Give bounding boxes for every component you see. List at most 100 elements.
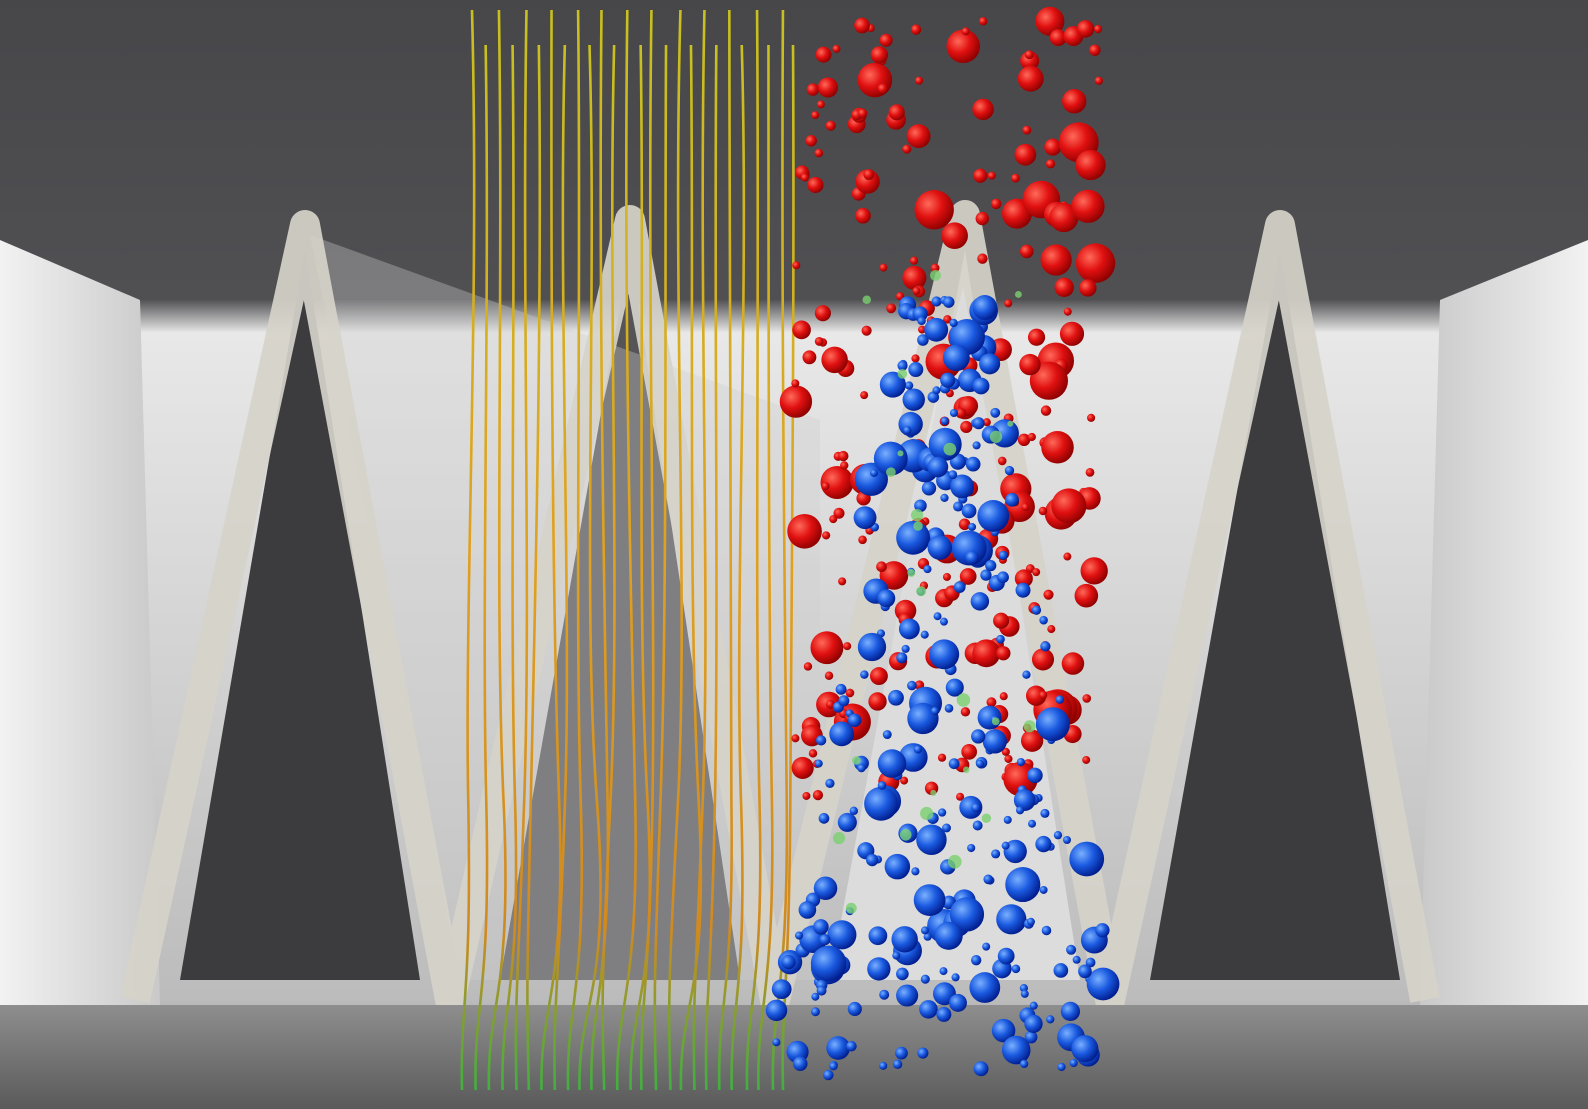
blue-particle: [1070, 1059, 1078, 1067]
blue-particle: [772, 1038, 780, 1046]
blue-particle: [1005, 493, 1019, 507]
blue-particle: [836, 684, 847, 695]
blue-particle: [973, 441, 981, 449]
blue-particle: [1036, 707, 1070, 741]
blue-particle: [931, 296, 941, 306]
blue-particle: [1061, 1002, 1080, 1021]
blue-particle: [927, 457, 948, 478]
blue-particle: [1017, 758, 1025, 766]
green-particle: [898, 369, 908, 379]
blue-particle: [1035, 836, 1051, 852]
blue-particle: [976, 760, 984, 768]
red-particle: [878, 83, 888, 93]
red-particle: [792, 321, 811, 340]
blue-particle: [939, 967, 947, 975]
red-particle: [1062, 89, 1086, 113]
blue-particle: [1066, 945, 1076, 955]
red-particle: [1075, 584, 1099, 608]
red-particle: [941, 222, 968, 249]
red-particle: [1015, 144, 1037, 166]
blue-particle: [966, 457, 981, 472]
red-particle: [822, 531, 830, 539]
green-particle: [833, 832, 845, 844]
red-particle: [976, 212, 989, 225]
red-particle: [791, 379, 799, 387]
blue-particle: [1005, 867, 1040, 902]
red-particle: [938, 754, 946, 762]
blue-particle: [914, 745, 922, 753]
red-particle: [860, 391, 868, 399]
blue-particle: [1021, 990, 1029, 998]
red-particle: [805, 135, 816, 146]
blue-particle: [878, 749, 906, 777]
blue-particle: [940, 618, 948, 626]
blue-particle: [1027, 768, 1043, 784]
blue-particle: [827, 920, 856, 949]
green-particle: [1024, 720, 1036, 732]
blue-particle: [1056, 695, 1064, 703]
red-particle: [902, 145, 911, 154]
blue-particle: [980, 570, 991, 581]
red-particle: [1095, 77, 1103, 85]
blue-particle: [857, 764, 866, 773]
red-particle: [1044, 139, 1061, 156]
blue-particle: [924, 318, 948, 342]
red-particle: [838, 577, 846, 585]
blue-particle: [1063, 836, 1071, 844]
blue-particle: [911, 867, 919, 875]
red-particle: [825, 672, 833, 680]
green-particle: [963, 766, 970, 773]
green-particle: [897, 450, 903, 456]
blue-particle: [950, 409, 958, 417]
red-particle: [1076, 243, 1115, 282]
blue-particle: [1078, 965, 1092, 979]
red-particle: [815, 337, 824, 346]
blue-particle: [870, 469, 878, 477]
blue-particle: [1016, 806, 1024, 814]
red-particle: [961, 744, 977, 760]
blue-particle: [860, 670, 868, 678]
blue-particle: [1071, 1035, 1098, 1062]
blue-particle: [932, 386, 940, 394]
blue-particle: [879, 990, 889, 1000]
green-particle: [913, 521, 922, 530]
blue-particle: [907, 681, 917, 691]
blue-particle: [941, 417, 949, 425]
blue-particle: [931, 707, 939, 715]
green-particle: [846, 903, 857, 914]
blue-particle: [971, 955, 981, 965]
filter-simulation-render: [0, 0, 1588, 1109]
blue-particle: [896, 968, 909, 981]
blue-particle: [799, 901, 817, 919]
red-particle: [960, 421, 972, 433]
red-particle: [943, 573, 951, 581]
red-particle: [1081, 557, 1108, 584]
blue-particle: [1054, 963, 1069, 978]
red-particle: [914, 190, 953, 229]
blue-particle: [922, 481, 936, 495]
red-particle: [826, 121, 836, 131]
red-particle: [991, 199, 1002, 210]
blue-particle: [903, 388, 925, 410]
red-particle: [1082, 756, 1090, 764]
blue-particle: [766, 1000, 788, 1022]
red-particle: [1019, 354, 1040, 375]
blue-particle: [1040, 886, 1048, 894]
red-particle: [1063, 553, 1071, 561]
red-particle: [822, 482, 830, 490]
red-particle: [1082, 694, 1091, 703]
red-particle: [1032, 648, 1054, 670]
green-particle: [992, 717, 1000, 725]
blue-particle: [838, 813, 857, 832]
blue-particle: [972, 295, 997, 320]
blue-particle: [879, 1062, 887, 1070]
green-particle: [930, 790, 936, 796]
blue-particle: [983, 875, 993, 885]
red-particle: [813, 790, 823, 800]
blue-particle: [971, 803, 980, 812]
blue-particle: [896, 521, 930, 555]
blue-particle: [811, 946, 847, 982]
blue-particle: [914, 884, 946, 916]
blue-particle: [826, 1036, 850, 1060]
red-particle: [910, 257, 918, 265]
